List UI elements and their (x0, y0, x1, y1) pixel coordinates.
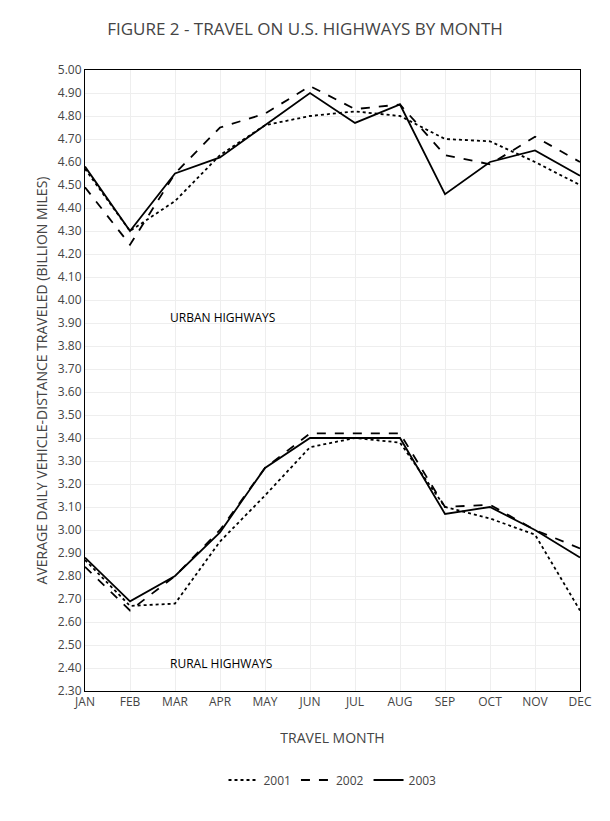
svg-text:4.60: 4.60 (58, 153, 82, 170)
svg-text:3.40: 3.40 (58, 429, 82, 446)
svg-text:2.60: 2.60 (58, 613, 82, 630)
svg-text:3.80: 3.80 (58, 337, 82, 354)
svg-text:AVERAGE DAILY VEHICLE-DISTANCE: AVERAGE DAILY VEHICLE-DISTANCE TRAVELED … (32, 177, 51, 585)
svg-text:JAN: JAN (74, 693, 95, 710)
svg-text:2.80: 2.80 (58, 567, 82, 584)
svg-text:DEC: DEC (569, 693, 592, 710)
svg-text:2.30: 2.30 (58, 682, 82, 699)
svg-text:4.20: 4.20 (58, 245, 82, 262)
svg-text:SEP: SEP (435, 693, 455, 710)
svg-text:2.70: 2.70 (58, 590, 82, 607)
svg-text:4.90: 4.90 (58, 84, 82, 101)
svg-text:2.90: 2.90 (58, 544, 82, 561)
svg-text:3.50: 3.50 (58, 406, 82, 423)
svg-text:3.60: 3.60 (58, 383, 82, 400)
svg-text:3.70: 3.70 (58, 360, 82, 377)
svg-text:4.00: 4.00 (58, 291, 82, 308)
svg-text:NOV: NOV (522, 693, 548, 710)
svg-text:2.40: 2.40 (58, 659, 82, 676)
svg-text:4.70: 4.70 (58, 130, 82, 147)
svg-text:3.20: 3.20 (58, 475, 82, 492)
svg-text:2.50: 2.50 (58, 636, 82, 653)
svg-text:TRAVEL MONTH: TRAVEL MONTH (280, 728, 384, 747)
svg-text:RURAL HIGHWAYS: RURAL HIGHWAYS (170, 655, 272, 672)
svg-text:2003: 2003 (409, 772, 437, 789)
svg-text:URBAN HIGHWAYS: URBAN HIGHWAYS (170, 309, 275, 326)
svg-text:2001: 2001 (264, 772, 291, 789)
svg-text:4.50: 4.50 (58, 176, 82, 193)
svg-text:3.00: 3.00 (58, 521, 82, 538)
svg-text:MAR: MAR (162, 693, 188, 710)
svg-text:4.10: 4.10 (58, 268, 82, 285)
svg-text:4.40: 4.40 (58, 199, 82, 216)
svg-text:APR: APR (209, 693, 232, 710)
svg-text:4.80: 4.80 (58, 107, 82, 124)
svg-text:OCT: OCT (478, 693, 502, 710)
svg-text:MAY: MAY (252, 693, 277, 710)
svg-text:FIGURE 2 - TRAVEL ON U.S. HIGH: FIGURE 2 - TRAVEL ON U.S. HIGHWAYS BY MO… (107, 17, 503, 40)
svg-text:2002: 2002 (336, 772, 364, 789)
svg-text:3.10: 3.10 (58, 498, 82, 515)
svg-text:JUL: JUL (345, 693, 364, 710)
svg-text:AUG: AUG (387, 693, 412, 710)
svg-text:5.00: 5.00 (58, 61, 82, 78)
svg-text:4.30: 4.30 (58, 222, 82, 239)
svg-text:3.90: 3.90 (58, 314, 82, 331)
svg-text:FEB: FEB (120, 693, 141, 710)
svg-text:3.30: 3.30 (58, 452, 82, 469)
svg-text:JUN: JUN (298, 693, 320, 710)
